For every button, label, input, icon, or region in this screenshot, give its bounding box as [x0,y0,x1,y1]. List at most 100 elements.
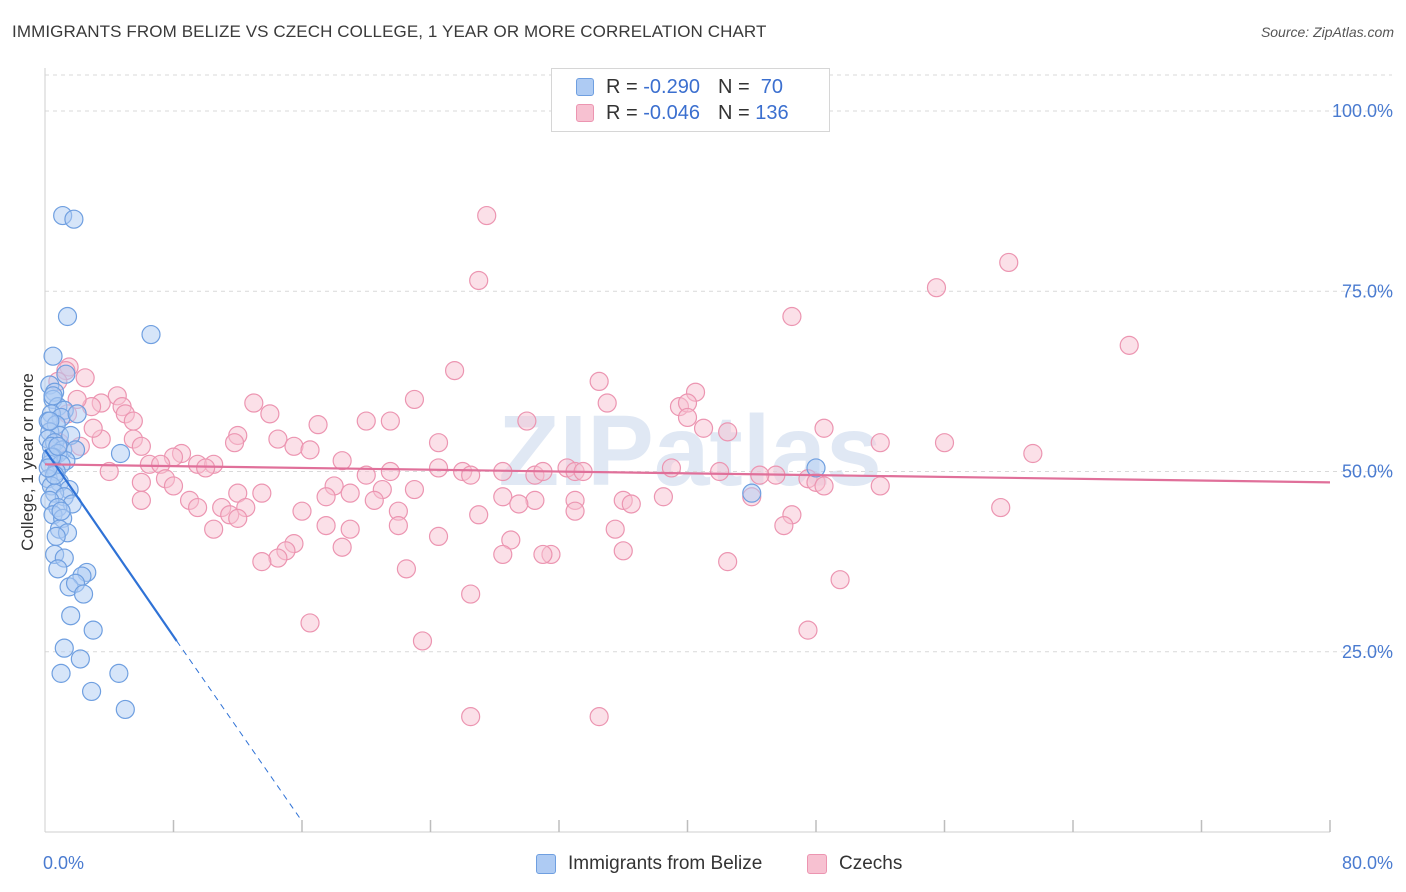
czech-point [710,461,730,482]
czech-point [131,436,151,456]
belize-point [109,663,129,683]
y-tick-label: 50.0% [1342,462,1393,482]
belize-point [43,386,63,406]
czech-point [461,465,481,485]
czech-point [814,476,834,496]
belize-point [141,324,161,345]
legend-label-belize: Immigrants from Belize [568,853,763,874]
czech-point [461,707,481,727]
czech-point [187,497,208,518]
czech-point [380,411,400,431]
belize-swatch [576,78,594,96]
belize-point [742,483,762,503]
czech-point [404,389,425,410]
belize-point [67,404,87,424]
czech-point [428,526,449,547]
source-label: Source: ZipAtlas.com [1260,24,1394,40]
legend-n-label: N = [717,75,750,98]
czech-point [396,559,417,579]
legend-r-value: -0.046 [643,101,700,124]
czech-point [501,530,521,550]
czech-point [412,631,433,651]
czech-point [123,411,143,431]
belize-point [73,584,94,604]
czech-point [718,552,738,572]
czech-point [340,519,360,539]
belize-legend-swatch [536,854,556,874]
czech-point [1119,335,1139,355]
czech-point [814,418,834,438]
legend-r-value: -0.290 [643,75,700,98]
czech-point [308,415,328,435]
czech-swatch [576,104,594,122]
czech-point [653,487,674,507]
czech-point [991,497,1011,518]
czech-point [252,552,272,572]
czech-point [533,544,553,565]
legend-r-label: R = [606,75,638,98]
czech-point [380,461,400,482]
legend-n-value: 136 [755,101,789,124]
belize-point [115,699,135,720]
czech-point [477,205,497,226]
czech-point [388,515,408,536]
czech-point [461,584,481,604]
legend-row-czech: R = -0.046 N = 136 [576,101,789,125]
belize-point [40,411,60,431]
stats-legend: R = -0.290 N = 70 R = -0.046 N = 136 [551,68,830,132]
belize-point [48,559,68,579]
czech-point [364,490,384,510]
czech-point [75,368,95,388]
belize-point [48,436,68,456]
belize-point [51,501,71,521]
chart-title: IMMIGRANTS FROM BELIZE VS CZECH COLLEGE,… [12,22,767,41]
czech-point [260,404,280,424]
belize-point [70,649,90,669]
czech-point [228,508,248,528]
czech-point [332,451,352,471]
czech-point [493,544,513,565]
czech-point [589,371,609,392]
czech-point [204,519,224,539]
legend-n-value: 70 [760,75,784,98]
czech-point [934,433,955,453]
legend-n-label: N = [717,101,750,124]
belize-point [806,458,826,478]
czech-point [999,252,1019,273]
czech-point [224,433,245,453]
czech-point [428,458,449,478]
legend-item-belize: Immigrants from Belize [536,852,762,876]
czech-point [444,360,465,381]
czech-point [589,707,609,727]
czech-point [404,479,425,500]
czech-legend-swatch [807,854,827,874]
czech-point [340,483,360,503]
czech-point [228,483,248,503]
czech-point [926,278,947,298]
belize-point [81,681,102,702]
czech-point [493,487,513,507]
legend-r-label: R = [606,101,638,124]
czech-point [300,613,320,633]
legend-label-czechs: Czechs [839,853,903,874]
czech-trend-line [44,463,1331,484]
belize-point [43,346,63,366]
czech-point [509,494,529,514]
czech-point [621,494,641,514]
czech-point [830,570,850,590]
czech-point [565,501,585,521]
x-tick-label: 80.0% [1342,853,1393,873]
y-tick-label: 25.0% [1342,642,1393,662]
czech-point [316,487,336,507]
y-tick-label: 75.0% [1342,281,1393,301]
czech-point [1023,443,1043,464]
czech-point [292,501,312,521]
belize-point [61,606,81,626]
belize-point [38,458,58,478]
czech-point [613,541,633,561]
belize-point [56,364,76,384]
czech-point [597,393,617,413]
belize-trend-line [44,449,178,642]
czech-point [870,433,890,453]
czech-point [870,476,890,496]
